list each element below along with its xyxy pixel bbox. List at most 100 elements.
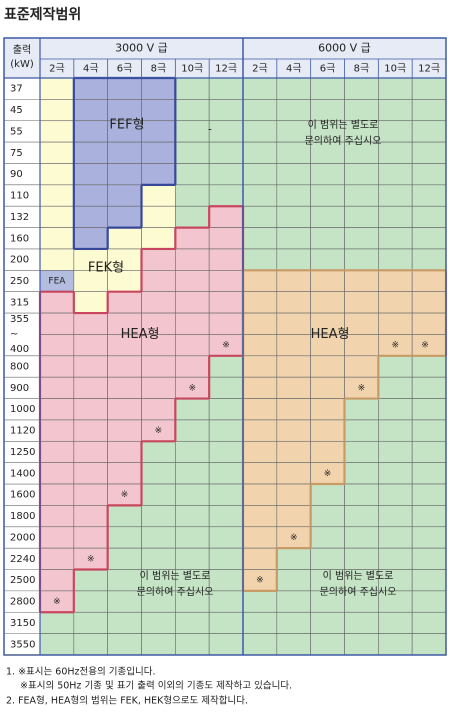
cell xyxy=(73,483,108,506)
row-label: 3550 xyxy=(10,639,35,650)
cell xyxy=(276,483,311,506)
cell xyxy=(208,120,244,143)
cell xyxy=(39,398,75,421)
cell xyxy=(378,120,413,143)
cell xyxy=(242,376,278,399)
row-label: 2500 xyxy=(10,575,35,586)
cell xyxy=(208,440,244,463)
cell xyxy=(344,334,379,357)
cell xyxy=(208,291,244,314)
cell xyxy=(411,547,447,570)
cell xyxy=(73,440,108,463)
cell xyxy=(276,77,311,100)
cell xyxy=(344,312,379,335)
pole-header: 6극 xyxy=(117,63,133,75)
pole-header: 10극 xyxy=(384,63,406,75)
cell xyxy=(242,547,278,570)
cell xyxy=(411,163,447,186)
cell xyxy=(39,419,75,442)
cell xyxy=(175,462,210,485)
cell xyxy=(39,184,75,207)
cell xyxy=(344,419,379,442)
cell xyxy=(242,248,278,271)
row-label: 132 xyxy=(10,212,29,223)
cell xyxy=(276,184,311,207)
cell xyxy=(175,141,210,164)
cell xyxy=(276,355,311,378)
pole-header: 8극 xyxy=(151,63,167,75)
cell xyxy=(411,611,447,634)
cell xyxy=(39,526,75,549)
cell xyxy=(411,633,447,656)
cell xyxy=(378,505,413,528)
cell xyxy=(73,398,108,421)
cell xyxy=(175,184,210,207)
pole-header: 10극 xyxy=(181,63,203,75)
cell xyxy=(378,462,413,485)
cell xyxy=(39,291,75,314)
cell xyxy=(378,633,413,656)
cell xyxy=(411,99,447,122)
row-label: 110 xyxy=(10,191,29,202)
cell xyxy=(39,376,75,399)
cell xyxy=(344,163,379,186)
cell xyxy=(378,440,413,463)
cell xyxy=(39,569,75,592)
row-label: ~ xyxy=(10,329,18,340)
cell xyxy=(73,120,108,143)
row-label: 75 xyxy=(10,148,23,159)
note: 2. FEA형, HEA형의 범위는 FEK, HEK형으로도 제작합니다. xyxy=(6,695,248,707)
cell xyxy=(107,205,142,228)
mark: ※ xyxy=(256,576,264,586)
cell xyxy=(39,99,75,122)
cell xyxy=(276,547,311,570)
cell xyxy=(73,611,108,634)
pole-header: 6극 xyxy=(320,63,336,75)
cell xyxy=(378,99,413,122)
cell xyxy=(276,312,311,335)
cell xyxy=(276,205,311,228)
cell xyxy=(39,227,75,250)
row-label: 400 xyxy=(10,344,29,355)
cell xyxy=(310,633,345,656)
cell xyxy=(411,248,447,271)
cell xyxy=(208,227,244,250)
cell xyxy=(208,398,244,421)
mark: ※ xyxy=(391,341,399,351)
cell xyxy=(242,77,278,100)
cell xyxy=(141,270,176,292)
cell xyxy=(310,440,345,463)
cell xyxy=(242,590,278,613)
cell xyxy=(141,462,176,485)
cell xyxy=(242,440,278,463)
region-label: 문의하여 주십시오 xyxy=(305,134,382,147)
cell xyxy=(242,227,278,250)
cell xyxy=(208,355,244,378)
cell xyxy=(141,355,176,378)
cell xyxy=(73,334,108,357)
cell xyxy=(411,205,447,228)
cell xyxy=(344,99,379,122)
region-label: 이 범위는 별도로 xyxy=(308,118,379,131)
mark: ※ xyxy=(324,469,332,479)
cell xyxy=(242,163,278,186)
cell xyxy=(39,611,75,634)
cell xyxy=(107,77,142,100)
cell xyxy=(175,526,210,549)
cell xyxy=(411,184,447,207)
cell xyxy=(378,355,413,378)
title: 표준제작범위 xyxy=(4,6,81,23)
cell xyxy=(107,440,142,463)
cell xyxy=(141,483,176,506)
cell xyxy=(39,633,75,656)
cell xyxy=(107,611,142,634)
cell xyxy=(175,227,210,250)
cell xyxy=(107,376,142,399)
cell xyxy=(276,633,311,656)
cell xyxy=(73,77,108,100)
row-label: 800 xyxy=(10,361,29,372)
cell xyxy=(276,440,311,463)
cell xyxy=(141,227,176,250)
cell xyxy=(242,334,278,357)
